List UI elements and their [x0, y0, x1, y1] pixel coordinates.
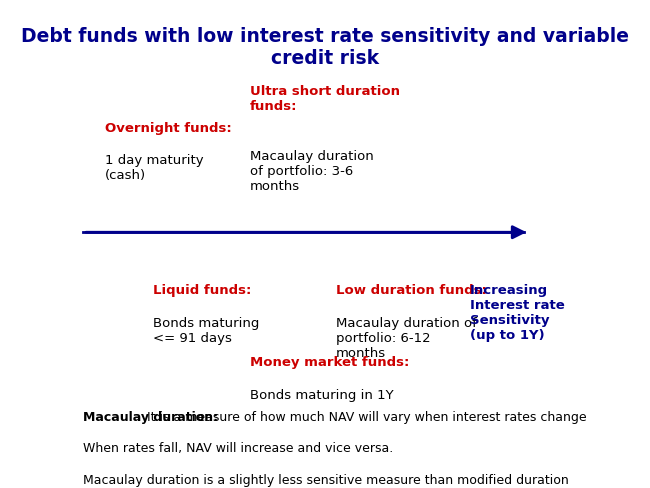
Text: Money market funds:: Money market funds:	[250, 356, 409, 369]
Text: Liquid funds:: Liquid funds:	[153, 284, 252, 297]
Text: Bonds maturing
<= 91 days: Bonds maturing <= 91 days	[153, 317, 259, 345]
Text: Macaulay duration:: Macaulay duration:	[83, 410, 218, 424]
Text: Overnight funds:: Overnight funds:	[105, 122, 231, 135]
Text: Macaulay duration of
portfolio: 6-12
months: Macaulay duration of portfolio: 6-12 mon…	[336, 317, 476, 360]
Text: Ultra short duration
funds:: Ultra short duration funds:	[250, 85, 400, 114]
Text: It is a measure of how much NAV will vary when interest rates change: It is a measure of how much NAV will var…	[143, 410, 587, 424]
Text: Macaulay duration
of portfolio: 3-6
months: Macaulay duration of portfolio: 3-6 mont…	[250, 150, 374, 194]
Text: When rates fall, NAV will increase and vice versa.: When rates fall, NAV will increase and v…	[83, 442, 393, 455]
Text: Increasing
Interest rate
Sensitivity
(up to 1Y): Increasing Interest rate Sensitivity (up…	[470, 284, 565, 342]
Text: Bonds maturing in 1Y: Bonds maturing in 1Y	[250, 389, 393, 402]
Text: Macaulay duration is a slightly less sensitive measure than modified duration: Macaulay duration is a slightly less sen…	[83, 474, 569, 487]
Text: 1 day maturity
(cash): 1 day maturity (cash)	[105, 154, 203, 182]
Text: Low duration funds:: Low duration funds:	[336, 284, 487, 297]
Text: Debt funds with low interest rate sensitivity and variable credit risk: Debt funds with low interest rate sensit…	[21, 27, 629, 68]
